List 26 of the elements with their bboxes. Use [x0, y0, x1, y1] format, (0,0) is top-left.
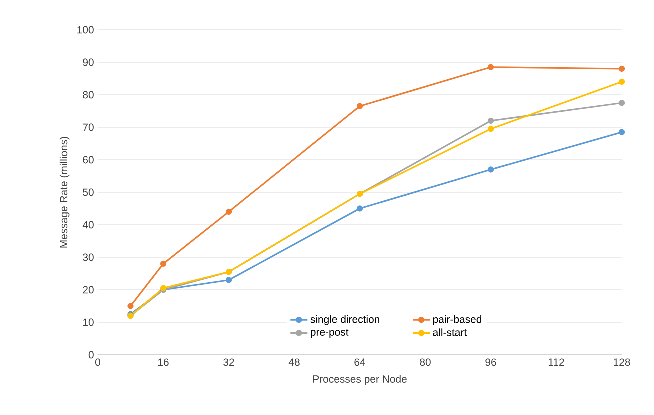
y-tick-label: 100 — [78, 26, 94, 34]
y-tick-label: 50 — [83, 188, 94, 196]
y-tick-label: 30 — [83, 254, 94, 262]
y-tick-label: 20 — [83, 286, 94, 294]
y-tick-label: 40 — [82, 221, 94, 229]
x-tick-label: 128 — [614, 358, 630, 366]
x-axis-title: Processes per Node — [313, 375, 407, 386]
legend-label: pre-post — [311, 329, 349, 338]
y-tick-label: 10 — [83, 318, 94, 326]
y-tick-label: 70 — [83, 124, 94, 132]
x-tick-label: 16 — [158, 358, 169, 366]
y-tick-label: 90 — [83, 58, 94, 66]
legend-label: single direction — [310, 316, 380, 326]
y-tick-label: 60 — [83, 156, 94, 164]
y-tick-label: 0 — [88, 351, 94, 359]
legend-label: pair-based — [433, 316, 482, 326]
y-tick-label: 80 — [83, 91, 94, 99]
y-axis-title: Message Rate (millions) — [60, 137, 70, 248]
x-tick-label: 0 — [95, 358, 100, 366]
x-tick-label: 64 — [354, 358, 366, 366]
legend-label: all-start — [433, 328, 467, 336]
x-tick-label: 96 — [486, 358, 496, 366]
x-tick-label: 48 — [288, 358, 300, 366]
x-tick-label: 80 — [420, 358, 431, 366]
x-tick-label: 112 — [548, 358, 564, 366]
x-tick-label: 32 — [224, 358, 234, 366]
